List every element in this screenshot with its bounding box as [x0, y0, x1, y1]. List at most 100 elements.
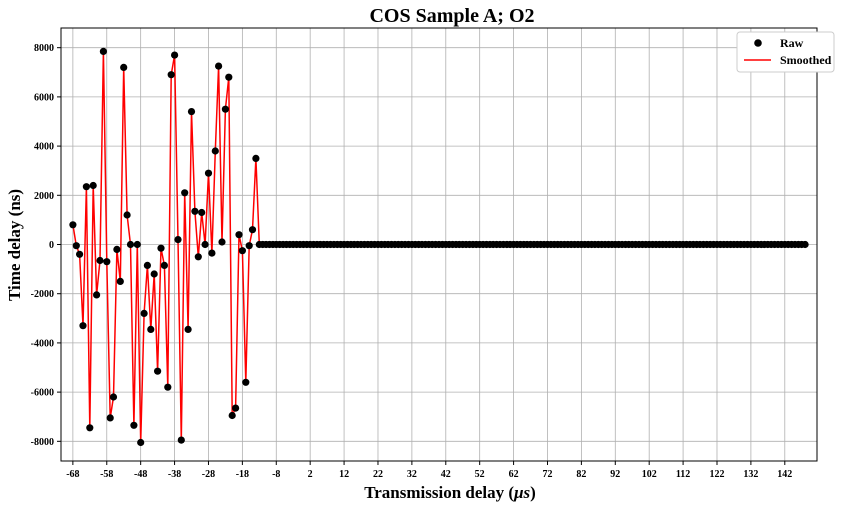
raw-data-point — [109, 393, 118, 401]
x-tick-label: 122 — [709, 469, 724, 480]
raw-data-point — [133, 240, 141, 249]
raw-data-point — [140, 309, 148, 317]
raw-data-point — [137, 438, 145, 447]
y-tick-label: 8000 — [34, 43, 54, 54]
raw-data-point — [252, 154, 260, 162]
x-tick-label: 2 — [308, 469, 313, 480]
raw-data-point — [106, 414, 114, 422]
x-tick-label: -18 — [236, 469, 249, 480]
raw-data-point — [76, 250, 84, 258]
x-tick-label: 142 — [777, 469, 792, 480]
x-axis-label-close: ) — [530, 483, 536, 502]
x-tick-label: 132 — [743, 469, 758, 480]
raw-data-point — [167, 71, 175, 79]
raw-data-point — [72, 242, 80, 250]
raw-data-point — [242, 378, 250, 386]
y-tick-label: 4000 — [34, 142, 54, 153]
chart-title: COS Sample A; O2 — [369, 5, 534, 27]
raw-data-point — [123, 211, 131, 219]
x-tick-label: 72 — [542, 469, 552, 480]
raw-data-point — [238, 247, 246, 255]
raw-data-point — [126, 240, 135, 249]
raw-data-point — [218, 238, 226, 246]
raw-data-point — [160, 261, 168, 269]
y-tick-label: 2000 — [34, 191, 54, 202]
x-tick-label: 82 — [576, 469, 586, 480]
raw-data-point — [235, 231, 243, 239]
raw-data-point — [89, 181, 97, 190]
raw-data-point — [150, 270, 158, 278]
y-tick-label: -2000 — [31, 289, 54, 300]
y-axis-label: Time delay (ns) — [5, 189, 24, 301]
y-tick-label: -4000 — [31, 338, 54, 349]
x-tick-label: -58 — [100, 469, 113, 480]
x-tick-label: 12 — [339, 469, 349, 480]
raw-data-point — [96, 256, 104, 265]
raw-data-point — [198, 208, 206, 217]
raw-data-point — [215, 62, 223, 70]
x-tick-label: 92 — [610, 469, 620, 480]
raw-data-point — [79, 322, 87, 330]
raw-data-point — [69, 221, 77, 229]
raw-data-point — [99, 47, 107, 56]
x-axis-label-unit: μs — [513, 483, 530, 502]
raw-data-point — [228, 411, 236, 420]
x-axis-label-main: Transmission delay ( — [364, 483, 514, 502]
raw-data-point — [177, 436, 185, 444]
raw-data-point — [187, 108, 196, 116]
raw-data-point — [174, 236, 182, 244]
raw-series-markers — [69, 47, 809, 447]
raw-data-point — [154, 367, 162, 375]
raw-data-point — [93, 291, 101, 299]
legend-smoothed-label: Smoothed — [780, 53, 832, 67]
raw-data-point — [143, 261, 151, 269]
x-tick-label: -48 — [134, 469, 147, 480]
raw-data-point — [164, 383, 172, 391]
raw-data-point — [171, 51, 179, 59]
x-tick-label: 102 — [642, 469, 657, 480]
raw-data-point — [208, 249, 216, 257]
x-tick-label: 42 — [441, 469, 451, 480]
raw-data-point — [191, 207, 199, 215]
raw-data-point — [225, 73, 233, 81]
x-tick-label: 112 — [676, 469, 690, 480]
raw-data-point — [147, 325, 155, 333]
raw-data-point — [184, 325, 192, 333]
raw-data-point — [130, 421, 138, 429]
raw-data-point — [157, 244, 165, 252]
raw-data-point — [120, 63, 128, 71]
x-tick-label: -68 — [66, 469, 79, 480]
raw-data-point — [201, 240, 209, 249]
x-axis-label: Transmission delay (μs) — [364, 483, 536, 502]
raw-data-point — [194, 253, 202, 261]
legend-raw-label: Raw — [780, 36, 804, 50]
y-tick-label: -8000 — [31, 437, 54, 448]
raw-data-point — [245, 242, 253, 250]
x-tick-label: 62 — [509, 469, 519, 480]
raw-data-point — [103, 258, 111, 266]
x-tick-label: 52 — [475, 469, 485, 480]
raw-data-point — [204, 169, 213, 177]
raw-data-point — [211, 147, 219, 155]
x-tick-label: 22 — [373, 469, 383, 480]
x-axis-ticks: -68 -58 -48 -38 -28 -18 -8 2 12 22 32 42 52 62 72 82 92 1… — [66, 461, 792, 480]
raw-data-point — [82, 183, 90, 191]
raw-data-point — [181, 189, 189, 197]
raw-data-point — [113, 245, 121, 253]
x-tick-label: -8 — [272, 469, 280, 480]
raw-data-point — [248, 226, 257, 234]
raw-data-point — [116, 277, 124, 285]
raw-data-point — [801, 240, 809, 249]
y-axis-ticks: -8000 -6000 -4000 -2000 0 2000 4000 6000 8000 — [31, 43, 61, 448]
y-tick-label: 6000 — [34, 92, 54, 103]
x-tick-label: 32 — [407, 469, 417, 480]
raw-data-point — [86, 424, 94, 432]
y-tick-label: -6000 — [31, 388, 54, 399]
raw-data-point — [221, 105, 229, 113]
x-tick-label: -38 — [168, 469, 181, 480]
legend: Raw Smoothed — [736, 31, 835, 73]
y-tick-label: 0 — [49, 240, 54, 251]
raw-data-point — [232, 404, 240, 412]
legend-raw-marker — [754, 39, 762, 47]
